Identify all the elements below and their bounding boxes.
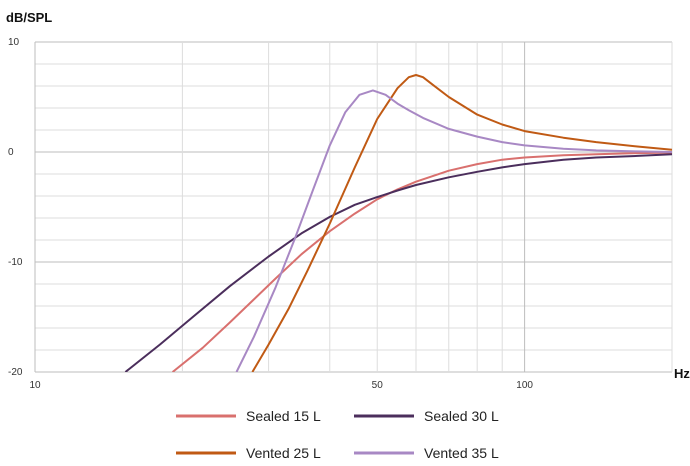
- series-line-3: [252, 75, 672, 372]
- legend-label: Vented 35 L: [424, 445, 499, 461]
- y-tick-label: -10: [8, 257, 23, 268]
- legend-label: Sealed 30 L: [424, 408, 499, 424]
- x-tick-label: 10: [29, 380, 41, 391]
- y-axis-title: dB/SPL: [6, 10, 52, 25]
- legend-label: Sealed 15 L: [246, 408, 321, 424]
- series-lines: [125, 75, 672, 372]
- x-tick-label: 50: [372, 380, 384, 391]
- y-tick-label: 10: [8, 37, 20, 48]
- x-axis-title: Hz: [674, 366, 690, 381]
- series-line-4: [237, 90, 673, 372]
- series-line-2: [125, 154, 672, 372]
- grid: [35, 42, 672, 372]
- x-tick-label: 100: [516, 380, 533, 391]
- legend: Sealed 15 L Sealed 30 L Vented 25 L Vented …: [176, 408, 499, 461]
- y-tick-label: -20: [8, 367, 23, 378]
- y-tick-label: 0: [8, 147, 14, 158]
- legend-label: Vented 25 L: [246, 445, 321, 461]
